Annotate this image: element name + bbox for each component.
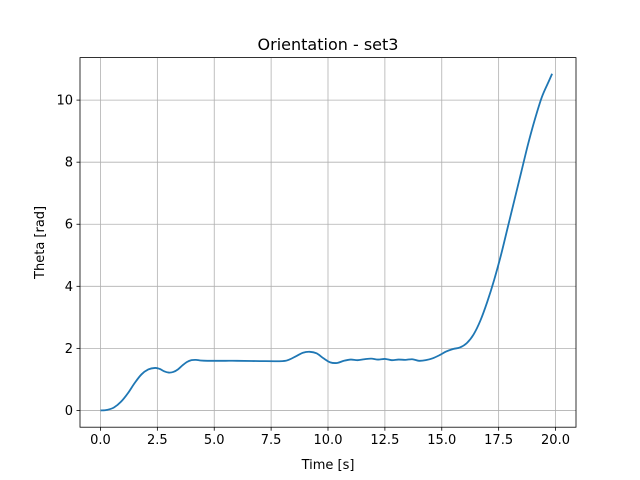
y-tick-label: 2 [65, 342, 73, 357]
y-axis-label: Theta [rad] [33, 206, 48, 280]
ticks: 0.0 2.5 5.0 7.5 10.0 12.5 15.0 17.5 20.0 0 2 4 6 8 10 [56, 94, 570, 449]
series-line-theta [100, 73, 553, 412]
grid [80, 57, 576, 428]
x-tick-label: 10.0 [314, 433, 343, 448]
x-tick-label: 20.0 [541, 433, 570, 448]
x-tick-label: 17.5 [484, 433, 513, 448]
y-tick-label: 0 [65, 404, 73, 419]
y-tick-label: 10 [56, 94, 73, 109]
x-tick-label: 0.0 [90, 433, 111, 448]
x-tick-label: 12.5 [370, 433, 399, 448]
y-tick-label: 6 [65, 218, 73, 233]
series-layer [100, 73, 553, 412]
x-tick-label: 15.0 [427, 433, 456, 448]
x-axis-label: Time [s] [301, 458, 355, 473]
y-tick-label: 8 [65, 156, 73, 171]
chart-title: Orientation - set3 [258, 35, 399, 54]
x-tick-label: 2.5 [147, 433, 168, 448]
x-tick-label: 7.5 [261, 433, 282, 448]
y-tick-label: 4 [65, 280, 73, 295]
x-tick-label: 5.0 [204, 433, 225, 448]
